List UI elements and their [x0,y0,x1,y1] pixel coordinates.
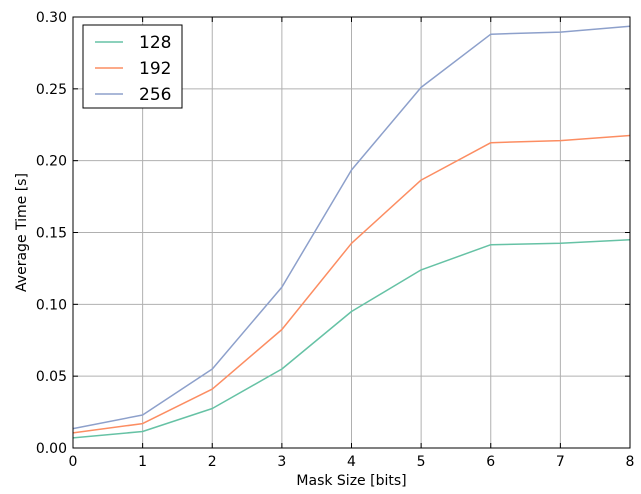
y-tick-label: 0.25 [36,82,67,98]
legend-label: 128 [139,33,171,53]
x-tick-label: 8 [626,454,635,470]
axis-ticks: 0 1 2 3 4 5 6 7 8 0.00 0.05 0.10 0.15 0.20 0.25 0.30 [36,10,635,470]
y-tick-label: 0.15 [36,226,67,242]
x-tick-label: 3 [277,454,286,470]
series-line-192 [72,134,631,434]
x-tick-label: 2 [208,454,217,470]
series-line-128 [72,238,631,439]
x-tick-label: 1 [138,454,147,470]
y-tick-label: 0.30 [36,10,67,26]
x-tick-label: 0 [69,454,78,470]
y-tick-label: 0.20 [36,154,67,170]
y-tick-label: 0.00 [36,441,67,457]
series-lines [72,25,631,439]
legend-label: 192 [139,59,171,79]
x-tick-label: 4 [347,454,356,470]
y-tick-label: 0.10 [36,297,67,313]
y-axis-label: Average Time [s] [14,173,30,292]
legend-label: 256 [139,85,171,105]
legend: 128 192 256 [82,24,183,109]
x-axis-label: Mask Size [bits] [296,473,406,489]
y-tick-label: 0.05 [36,369,67,385]
series-line-256 [72,25,631,430]
x-tick-label: 5 [417,454,426,470]
x-tick-label: 7 [556,454,565,470]
x-tick-label: 6 [486,454,495,470]
